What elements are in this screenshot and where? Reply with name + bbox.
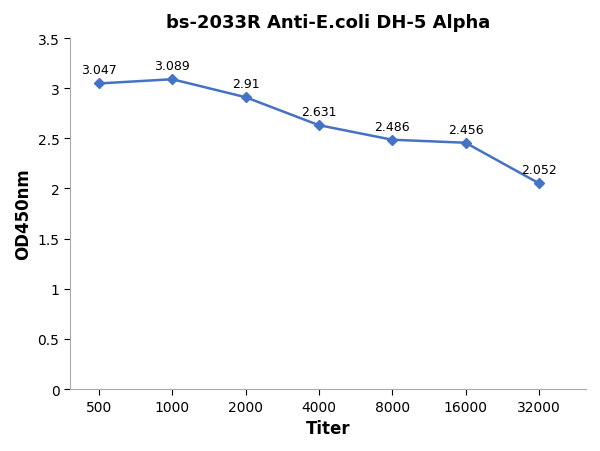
Y-axis label: OD450nm: OD450nm xyxy=(14,168,32,260)
Text: 2.91: 2.91 xyxy=(232,78,259,91)
Text: 3.089: 3.089 xyxy=(154,60,190,73)
Title: bs-2033R Anti-E.coli DH-5 Alpha: bs-2033R Anti-E.coli DH-5 Alpha xyxy=(166,14,490,32)
X-axis label: Titer: Titer xyxy=(305,419,350,437)
Text: 2.052: 2.052 xyxy=(521,164,557,177)
Text: 3.047: 3.047 xyxy=(81,64,117,77)
Text: 2.486: 2.486 xyxy=(374,120,410,133)
Text: 2.631: 2.631 xyxy=(301,106,337,119)
Text: 2.456: 2.456 xyxy=(448,124,484,136)
